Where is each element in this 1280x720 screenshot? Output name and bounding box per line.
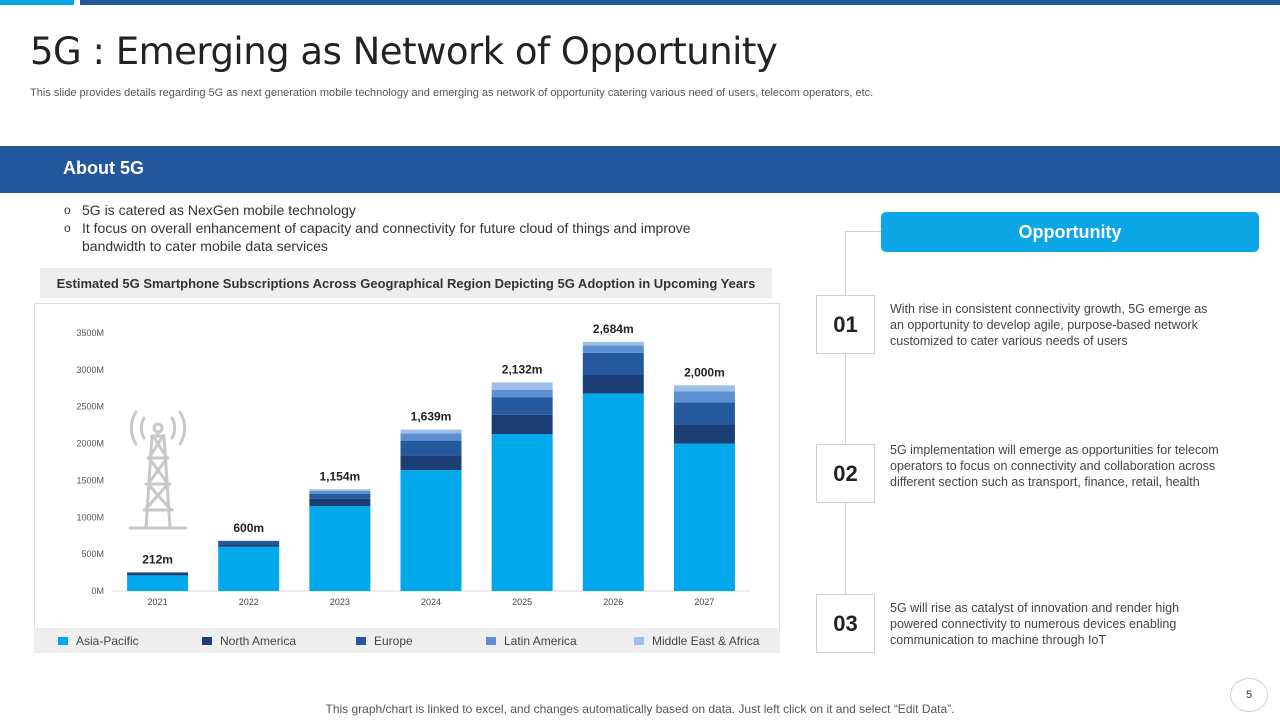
bar-segment-asia-pacific-2026 xyxy=(582,393,644,591)
data-label-2023: 1,154m xyxy=(320,469,361,483)
bar-segment-europe-2027 xyxy=(673,402,735,425)
legend-label: North America xyxy=(220,634,297,648)
opportunity-text-02: 5G implementation will emerge as opportu… xyxy=(890,443,1219,489)
top-accent-light xyxy=(0,0,74,5)
x-tick-label: 2022 xyxy=(239,597,259,607)
data-label-2027: 2,000m xyxy=(684,365,725,379)
x-tick-label: 2021 xyxy=(148,597,168,607)
bar-segment-asia-pacific-2024 xyxy=(400,470,462,591)
data-label-2021: 212m xyxy=(142,552,173,566)
chart-legend: Asia-Pacific North America Europe Latin … xyxy=(34,628,780,653)
bar-segment-middle-east-africa-2026 xyxy=(582,341,644,346)
legend-swatch-middle-east-africa xyxy=(634,637,644,645)
x-tick-label: 2027 xyxy=(694,597,714,607)
legend-label: Asia-Pacific xyxy=(76,634,139,648)
legend-swatch-north-america xyxy=(202,637,212,645)
about-banner: About 5G xyxy=(0,146,1280,193)
bar-segment-asia-pacific-2022 xyxy=(218,546,280,591)
chart-caption: Estimated 5G Smartphone Subscriptions Ac… xyxy=(40,268,772,298)
legend-label: Latin America xyxy=(504,634,577,648)
y-tick-label: 2500M xyxy=(76,402,104,412)
x-tick-label: 2026 xyxy=(603,597,623,607)
top-accent-dark xyxy=(80,0,1280,5)
y-tick-label: 3500M xyxy=(76,328,104,338)
bar-segment-middle-east-africa-2024 xyxy=(400,429,462,434)
bar-segment-europe-2022 xyxy=(218,540,280,545)
bar-segment-north-america-2026 xyxy=(582,375,644,394)
about-bullet: 5G is catered as NexGen mobile technolog… xyxy=(64,201,704,219)
bar-segment-latin-america-2026 xyxy=(582,345,644,353)
opportunity-number-01: 01 xyxy=(816,295,875,354)
y-tick-label: 3000M xyxy=(76,365,104,375)
bar-segment-latin-america-2024 xyxy=(400,433,462,441)
x-tick-label: 2025 xyxy=(512,597,532,607)
footer-note: This graph/chart is linked to excel, and… xyxy=(325,702,955,716)
bar-segment-middle-east-africa-2023 xyxy=(309,489,371,491)
page-title: 5G : Emerging as Network of Opportunity xyxy=(30,30,778,73)
bar-segment-north-america-2023 xyxy=(309,498,371,507)
bar-segment-asia-pacific-2025 xyxy=(491,433,553,591)
about-title: About 5G xyxy=(63,158,144,178)
bar-segment-north-america-2022 xyxy=(218,544,280,547)
page-number: 5 xyxy=(1230,678,1268,712)
opportunity-header: Opportunity xyxy=(881,212,1259,252)
bar-segment-north-america-2021 xyxy=(127,572,189,576)
bar-segment-latin-america-2027 xyxy=(673,391,735,403)
about-bullets: 5G is catered as NexGen mobile technolog… xyxy=(64,201,704,255)
legend-item: North America xyxy=(202,634,296,648)
timeline-line xyxy=(845,232,846,652)
legend-swatch-latin-america xyxy=(486,637,496,645)
bar-segment-asia-pacific-2027 xyxy=(673,443,735,591)
legend-item: Latin America xyxy=(486,634,577,648)
bar-segment-europe-2025 xyxy=(491,397,553,415)
legend-item: Europe xyxy=(356,634,413,648)
page-subtitle: This slide provides details regarding 5G… xyxy=(30,87,874,99)
y-tick-label: 0M xyxy=(91,586,104,596)
legend-item: Middle East & Africa xyxy=(634,634,759,648)
bar-segment-north-america-2027 xyxy=(673,424,735,444)
bar-segment-latin-america-2023 xyxy=(309,490,371,494)
data-label-2024: 1,639m xyxy=(411,410,452,424)
opportunity-number-02: 02 xyxy=(816,444,875,503)
y-tick-label: 500M xyxy=(81,549,104,559)
bar-segment-europe-2023 xyxy=(309,493,371,499)
bar-segment-asia-pacific-2021 xyxy=(127,575,189,591)
bar-segment-europe-2026 xyxy=(582,352,644,376)
x-tick-label: 2023 xyxy=(330,597,350,607)
bar-segment-north-america-2024 xyxy=(400,455,462,471)
legend-swatch-asia-pacific xyxy=(58,637,68,645)
legend-label: Europe xyxy=(374,634,413,648)
cell-tower-icon xyxy=(128,410,188,530)
data-label-2022: 600m xyxy=(233,521,264,535)
x-tick-label: 2024 xyxy=(421,597,441,607)
y-tick-label: 1500M xyxy=(76,475,104,485)
opportunity-text-03: 5G will rise as catalyst of innovation a… xyxy=(890,601,1180,647)
legend-label: Middle East & Africa xyxy=(652,634,760,648)
legend-item: Asia-Pacific xyxy=(58,634,139,648)
opportunity-number-03: 03 xyxy=(816,594,875,653)
data-label-2026: 2,684m xyxy=(593,322,634,336)
y-tick-label: 1000M xyxy=(76,512,104,522)
bar-segment-latin-america-2025 xyxy=(491,389,553,398)
y-tick-label: 2000M xyxy=(76,439,104,449)
bar-segment-middle-east-africa-2027 xyxy=(673,385,735,392)
opportunity-text-01: With rise in consistent connectivity gro… xyxy=(890,302,1208,348)
timeline-connector xyxy=(845,231,881,232)
bar-segment-middle-east-africa-2025 xyxy=(491,382,553,390)
about-bullet: It focus on overall enhancement of capac… xyxy=(64,219,704,255)
bar-segment-europe-2024 xyxy=(400,440,462,456)
bar-segment-asia-pacific-2023 xyxy=(309,506,371,591)
bar-segment-north-america-2025 xyxy=(491,414,553,434)
data-label-2025: 2,132m xyxy=(502,362,543,376)
legend-swatch-europe xyxy=(356,637,366,645)
